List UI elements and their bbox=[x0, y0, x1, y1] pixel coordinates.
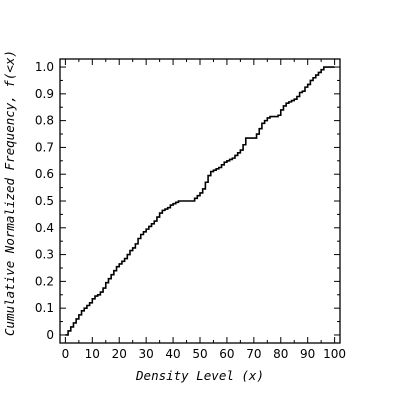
x-tick-label: 60 bbox=[219, 347, 234, 361]
y-tick-label: 0 bbox=[46, 328, 54, 342]
x-tick-label: 30 bbox=[139, 347, 154, 361]
y-tick-label: 0.1 bbox=[35, 301, 54, 315]
x-tick-label: 80 bbox=[273, 347, 288, 361]
x-axis-label: Density Level (x) bbox=[135, 368, 264, 383]
x-tick-label: 50 bbox=[192, 347, 207, 361]
series-line bbox=[65, 66, 335, 336]
x-tick-label: 70 bbox=[246, 347, 261, 361]
y-tick-label: 0.4 bbox=[35, 221, 54, 235]
x-tick-label: 20 bbox=[112, 347, 127, 361]
x-tick-label: 40 bbox=[165, 347, 180, 361]
y-tick-label: 0.2 bbox=[35, 274, 54, 288]
plot-frame bbox=[59, 58, 341, 344]
axis-ticks bbox=[60, 59, 340, 343]
y-tick-label: 0.6 bbox=[35, 167, 54, 181]
x-tick-label: 10 bbox=[85, 347, 100, 361]
y-axis-label: Cumulative Normalized Frequency, f(<x) bbox=[2, 50, 17, 336]
x-tick-label: 0 bbox=[62, 347, 70, 361]
y-tick-label: 0.7 bbox=[35, 140, 54, 154]
x-tick-labels: 0 10 20 30 40 50 60 70 80 90 100 bbox=[62, 347, 347, 361]
x-tick-label: 100 bbox=[323, 347, 346, 361]
x-tick-label: 90 bbox=[300, 347, 315, 361]
y-tick-label: 0.5 bbox=[35, 194, 54, 208]
y-tick-label: 0.3 bbox=[35, 248, 54, 262]
y-tick-labels: 0 0.1 0.2 0.3 0.4 0.5 0.6 0.7 0.8 0.9 1.0 bbox=[35, 60, 54, 342]
y-tick-label: 0.9 bbox=[35, 87, 54, 101]
y-tick-label: 1.0 bbox=[35, 60, 54, 74]
y-tick-label: 0.8 bbox=[35, 114, 54, 128]
